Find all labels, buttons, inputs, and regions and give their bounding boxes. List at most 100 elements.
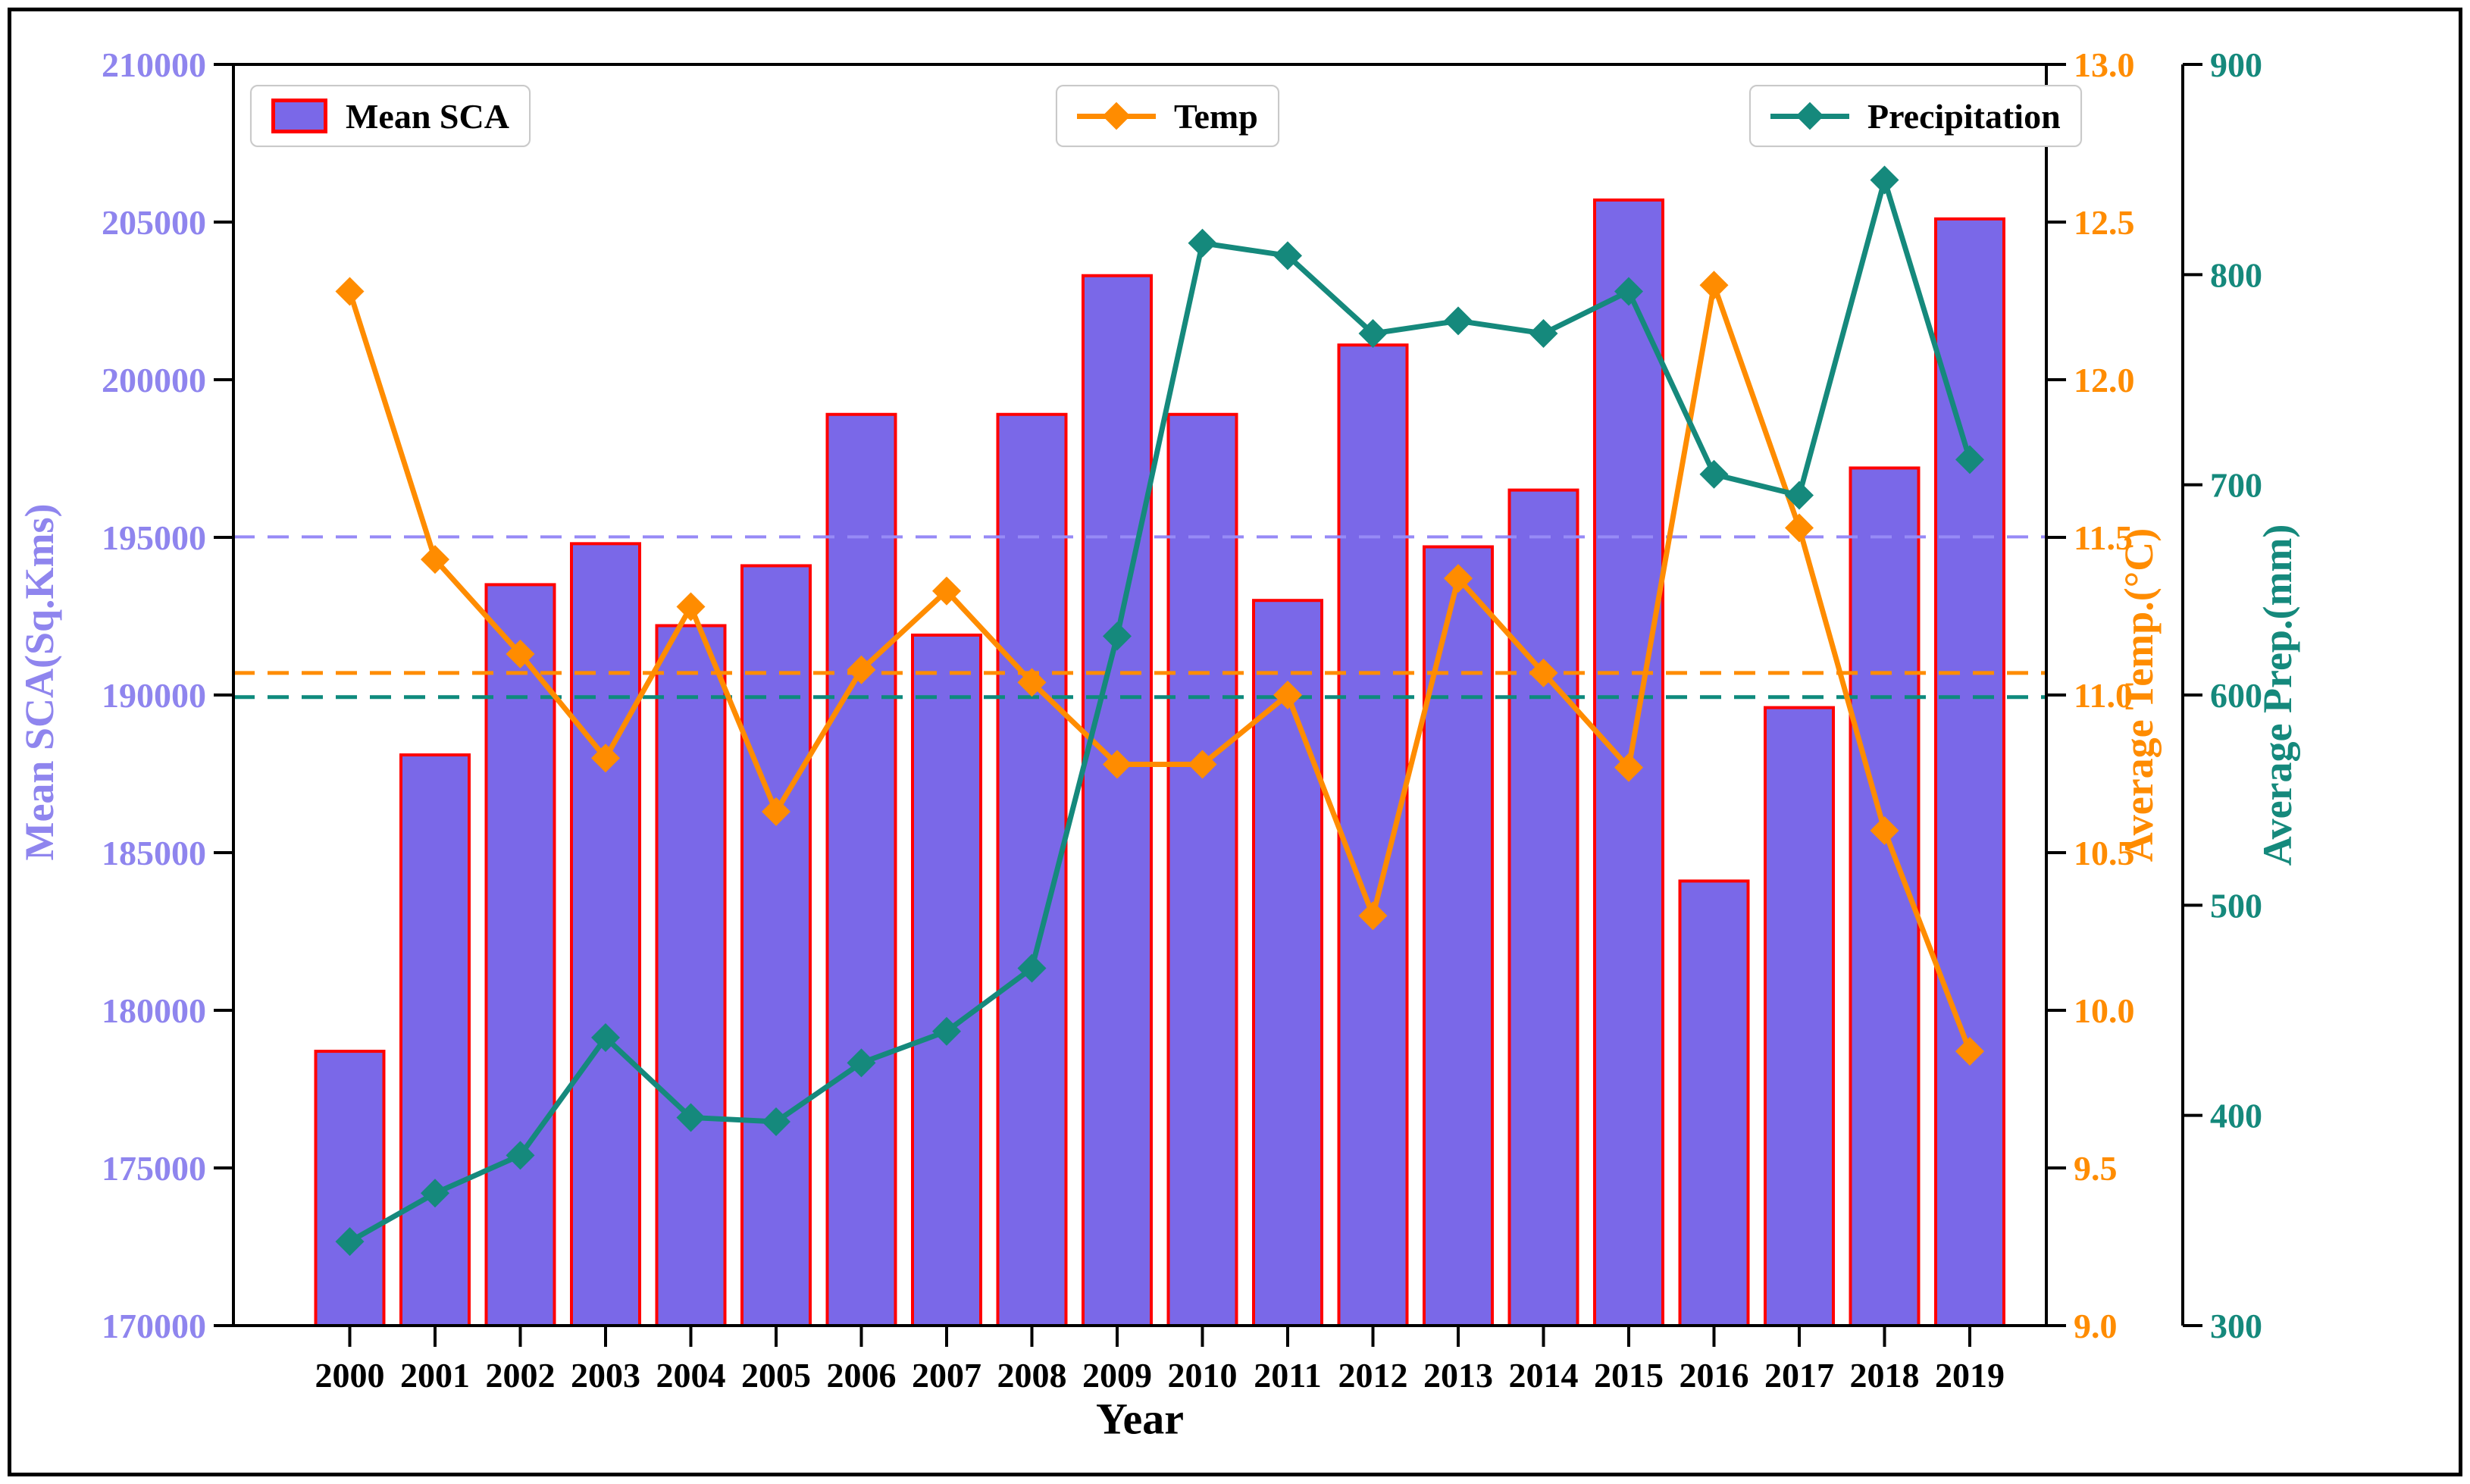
- y2-tick-label: 9.5: [2074, 1149, 2118, 1188]
- y1-tick-label: 195000: [102, 518, 206, 557]
- x-tick-label-2017: 2017: [1764, 1356, 1834, 1395]
- x-tick-label-2007: 2007: [912, 1356, 981, 1395]
- y1-tick-label: 185000: [102, 834, 206, 872]
- temp-point-2005: [762, 797, 790, 826]
- temp-point-2003: [591, 744, 620, 773]
- x-axis-title: Year: [1096, 1394, 1184, 1444]
- bar-2017: [1764, 706, 1835, 1327]
- y-axis-title-left: Mean SCA(Sq.Kms): [17, 503, 62, 861]
- x-tick-label-2006: 2006: [827, 1356, 897, 1395]
- y3-tick-label: 500: [2210, 886, 2262, 925]
- bar-2009: [1082, 274, 1153, 1328]
- precipitation-point-2012: [1358, 318, 1388, 348]
- bar-2003: [570, 542, 641, 1328]
- temp-point-2013: [1444, 564, 1473, 593]
- y1-tick-label: 180000: [102, 991, 206, 1030]
- bar-2016: [1678, 879, 1750, 1327]
- x-tick-label-2002: 2002: [486, 1356, 556, 1395]
- precipitation-point-2007: [932, 1016, 961, 1046]
- precipitation-point-2000: [335, 1227, 365, 1257]
- x-tick-label-2012: 2012: [1338, 1356, 1408, 1395]
- x-tick-label-2009: 2009: [1082, 1356, 1152, 1395]
- temp-point-2009: [1103, 750, 1132, 779]
- bar-2014: [1507, 488, 1579, 1327]
- y3-tick-label: 900: [2210, 45, 2262, 84]
- precipitation-point-2016: [1699, 459, 1729, 489]
- y2-tick-label: 9.0: [2074, 1307, 2118, 1345]
- temp-point-2015: [1614, 753, 1643, 782]
- x-tick-label-2008: 2008: [997, 1356, 1067, 1395]
- x-tick-label-2011: 2011: [1254, 1356, 1321, 1395]
- temp-point-2011: [1273, 681, 1302, 709]
- legend-temp: Temp: [1056, 85, 1279, 147]
- y3-tick-label: 700: [2210, 466, 2262, 505]
- bar-2007: [911, 633, 982, 1327]
- x-tick-label-2015: 2015: [1594, 1356, 1664, 1395]
- bar-2005: [740, 564, 812, 1327]
- x-tick-label-2014: 2014: [1509, 1356, 1579, 1395]
- temp-point-2002: [506, 639, 535, 668]
- figure-border: [8, 8, 2462, 1476]
- y-axis-title-temp: Average Temp.(°C): [2116, 528, 2162, 863]
- x-tick-label-2010: 2010: [1168, 1356, 1238, 1395]
- precipitation-line: [348, 177, 1973, 1244]
- precipitation-point-2014: [1529, 318, 1558, 348]
- precipitation-point-2006: [847, 1048, 876, 1078]
- bar-2011: [1252, 599, 1323, 1327]
- temp-point-2016: [1699, 271, 1729, 300]
- bar-2001: [399, 753, 471, 1327]
- temp-line: [347, 282, 1973, 1053]
- temp-point-2004: [676, 592, 706, 621]
- y2-tick-label: 11.5: [2074, 518, 2133, 557]
- temp-point-2001: [421, 545, 449, 575]
- y2-tick-label: 12.0: [2074, 361, 2135, 399]
- y3-tick-label: 600: [2210, 676, 2262, 715]
- temp-point-2000: [335, 277, 365, 306]
- temp-point-2019: [1955, 1037, 1984, 1066]
- precipitation-point-2010: [1188, 228, 1217, 258]
- precipitation-point-2003: [591, 1023, 620, 1053]
- temp-point-2007: [932, 576, 961, 606]
- precipitation-point-2001: [421, 1179, 449, 1208]
- y3-tick-label: 800: [2210, 255, 2262, 294]
- x-tick-label-2003: 2003: [571, 1356, 640, 1395]
- precipitation-point-2013: [1444, 306, 1473, 336]
- y-axis-title-prep: Average Prep.(mm): [2255, 524, 2300, 866]
- y2-tick-label: 13.0: [2074, 45, 2135, 84]
- precipitation-point-2015: [1614, 277, 1643, 306]
- temp-point-2014: [1529, 658, 1558, 687]
- precipitation-point-2017: [1785, 481, 1814, 510]
- precipitation-point-2019: [1955, 445, 1984, 474]
- y2-tick-label: 11.0: [2074, 676, 2133, 715]
- precipitation-point-2005: [762, 1107, 790, 1136]
- precipitation-point-2004: [676, 1103, 706, 1132]
- x-tick-label-2004: 2004: [656, 1356, 726, 1395]
- y3-tick-label: 400: [2210, 1097, 2262, 1135]
- y1-tick-label: 190000: [102, 676, 206, 715]
- y1-tick-label: 170000: [102, 1307, 206, 1345]
- precipitation-line-marker-icon: [1770, 101, 1849, 131]
- precipitation-point-2002: [506, 1141, 535, 1170]
- x-tick-label-2001: 2001: [400, 1356, 470, 1395]
- bar-2010: [1166, 412, 1238, 1327]
- bar-2006: [825, 412, 897, 1327]
- precipitation-point-2018: [1870, 165, 1899, 195]
- temp-point-2017: [1785, 513, 1814, 543]
- mean-sca-swatch-icon: [271, 99, 327, 133]
- x-tick-label-2005: 2005: [741, 1356, 811, 1395]
- bar-2000: [314, 1050, 386, 1327]
- y1-tick-label: 175000: [102, 1149, 206, 1188]
- x-tick-label-2013: 2013: [1423, 1356, 1493, 1395]
- temp-point-2006: [847, 655, 876, 684]
- x-tick-label-2016: 2016: [1680, 1356, 1749, 1395]
- legend-precipitation: Precipitation: [1749, 85, 2082, 147]
- x-tick-label-2000: 2000: [315, 1356, 385, 1395]
- bar-2019: [1934, 217, 2005, 1328]
- temp-point-2018: [1870, 816, 1899, 845]
- legend-temp-label: Temp: [1174, 96, 1258, 136]
- bar-2012: [1337, 343, 1409, 1327]
- bar-2004: [655, 624, 727, 1327]
- precipitation-point-2008: [1017, 953, 1047, 983]
